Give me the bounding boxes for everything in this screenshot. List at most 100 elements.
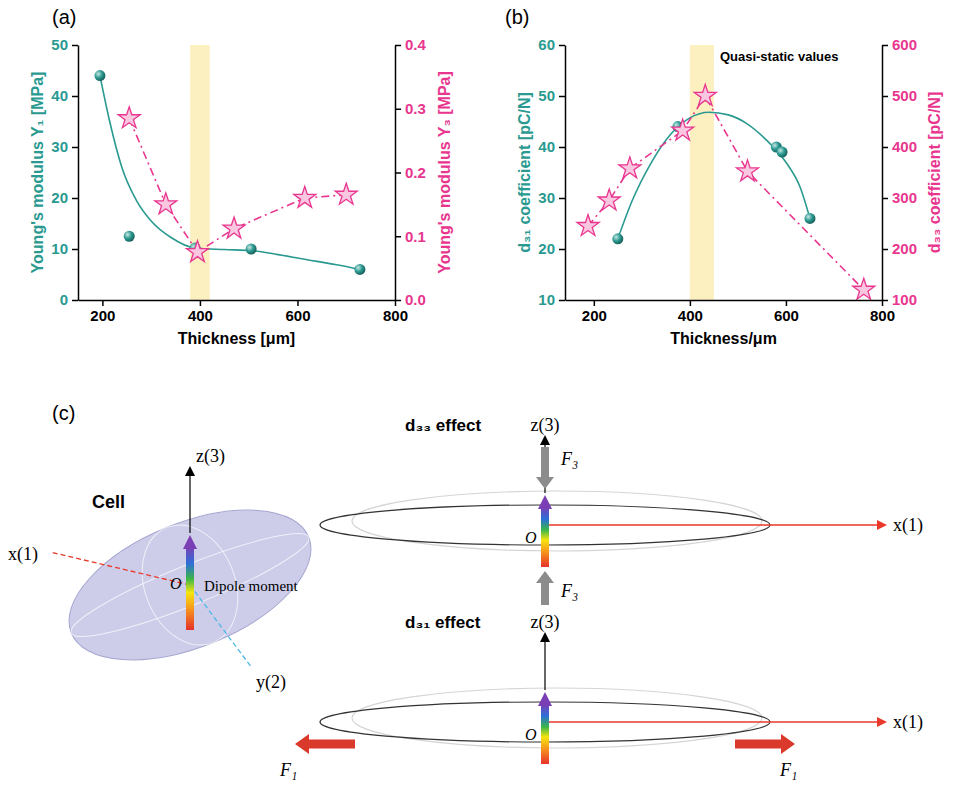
tick-mark	[559, 147, 565, 149]
dipole-head	[183, 535, 197, 549]
force-label: F₃	[560, 581, 578, 601]
tick-mark	[690, 300, 692, 306]
data-point	[94, 70, 105, 81]
x-axis: 200400600800	[79, 300, 409, 324]
tick-label: 800	[870, 307, 895, 324]
x-axis-line	[545, 524, 885, 526]
force-arrow	[295, 734, 355, 754]
tick-label: 200	[582, 307, 607, 324]
series-line	[618, 112, 810, 238]
tick-mark	[72, 147, 78, 149]
origin-label: O	[170, 575, 182, 592]
axis-line	[882, 46, 884, 301]
chart-panel: 200400600800010203040500.00.10.20.30.4Th…	[29, 6, 452, 347]
dipole-head	[538, 495, 552, 509]
tick-label: 600	[285, 307, 310, 324]
data-point	[612, 233, 623, 244]
tick-mark	[559, 45, 565, 47]
highlight-band	[190, 45, 210, 300]
tick-mark	[559, 249, 565, 251]
z-axis-line	[189, 468, 190, 533]
z-axis-line	[544, 634, 545, 690]
force-arrow	[735, 734, 795, 754]
x-axis: 200400600800	[566, 300, 896, 324]
tick: 600	[774, 300, 799, 324]
tick-mark	[72, 96, 78, 98]
tick: 40	[51, 87, 78, 104]
data-point	[294, 186, 316, 207]
y-axis-title: d₃₁ coefficient [pC/N]	[516, 92, 533, 253]
tick-label: 0.2	[405, 164, 426, 181]
chart-panel: 2004006008001020304050601002003004005006…	[505, 6, 943, 347]
tick-label: 40	[538, 138, 555, 155]
tick-label: 600	[892, 36, 917, 53]
tick: 200	[582, 300, 607, 324]
y2-axis-title: d₃₃ coefficient [pC/N]	[926, 92, 943, 253]
tick: 600	[285, 300, 310, 324]
axis-label: y(2)	[256, 672, 286, 693]
tick-label: 30	[51, 138, 68, 155]
tick: 30	[538, 189, 565, 206]
axis-label: x(1)	[8, 544, 38, 565]
tick: 20	[538, 240, 565, 257]
tick-label: 50	[51, 36, 68, 53]
x-axis-title: Thickness/μm	[670, 330, 777, 347]
data-point	[672, 119, 694, 140]
x-axis-line	[50, 552, 190, 585]
tick-mark	[882, 249, 888, 251]
tick-mark	[882, 96, 888, 98]
tick-label: 0.0	[405, 291, 426, 308]
tick: 10	[51, 240, 78, 257]
tick: 0.0	[395, 291, 426, 308]
data-point	[577, 214, 599, 235]
tick: 600	[882, 36, 917, 53]
tick: 500	[882, 87, 917, 104]
data-point	[598, 189, 620, 210]
axis-label: x(1)	[893, 712, 923, 733]
tick-label: 200	[90, 307, 115, 324]
tick-mark	[786, 300, 788, 306]
data-point	[335, 183, 357, 204]
tick-mark	[395, 172, 401, 174]
tick-mark	[559, 300, 565, 302]
effect-title: d₃₁ effect	[405, 613, 481, 632]
dipole-bar	[541, 507, 549, 567]
tick-mark	[395, 236, 401, 238]
cell-panel: z(3)x(1)y(2)ODipole momentCell	[8, 446, 332, 693]
plot-area	[577, 45, 875, 300]
tick: 400	[882, 138, 917, 155]
tick-mark	[297, 300, 299, 306]
axis-label: z(3)	[531, 415, 560, 436]
data-point	[804, 213, 815, 224]
tick-label: 0	[60, 291, 68, 308]
tick-label: 30	[538, 189, 555, 206]
tick: 50	[51, 36, 78, 53]
series-line	[100, 76, 360, 270]
tick-label: 800	[383, 307, 408, 324]
axis-label: x(1)	[893, 515, 923, 536]
tick-label: 500	[892, 87, 917, 104]
data-point	[619, 157, 641, 178]
tick-mark	[882, 300, 888, 302]
tick: 100	[882, 291, 917, 308]
tick: 300	[882, 189, 917, 206]
tick-mark	[395, 45, 401, 47]
tick-label: 600	[774, 307, 799, 324]
tick: 0.2	[395, 164, 426, 181]
d31-panel: z(3)x(1)Od₃₁ effectF₁F₁	[279, 612, 923, 780]
axis-line	[566, 300, 883, 302]
data-point	[354, 264, 365, 275]
tick: 200	[90, 300, 115, 324]
axis-line	[565, 46, 567, 301]
dipole-head	[538, 692, 552, 706]
tick-label: 100	[892, 291, 917, 308]
dipole-bar	[186, 547, 194, 630]
data-point	[118, 107, 140, 128]
panel-label: (a)	[52, 6, 76, 28]
tick-mark	[102, 300, 104, 306]
y-axis: 102030405060	[538, 36, 565, 308]
deformed-outline	[352, 491, 762, 551]
force-label: F₁	[279, 760, 297, 780]
tick: 0.1	[395, 228, 426, 245]
tick: 200	[882, 240, 917, 257]
